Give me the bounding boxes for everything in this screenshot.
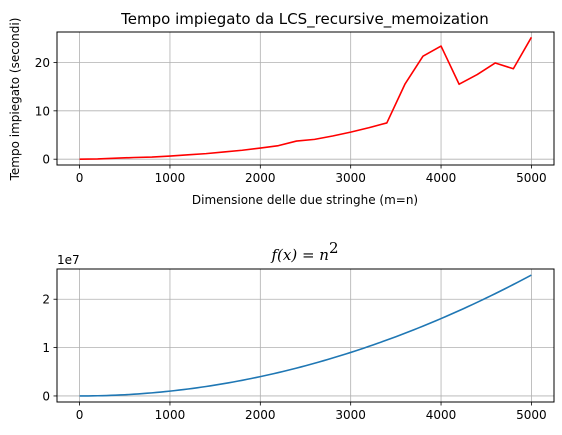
grid — [57, 269, 554, 402]
x-tick-label: 5000 — [516, 171, 547, 185]
ticks: 0 1000 2000 3000 4000 5000 0 10 20 — [35, 56, 547, 185]
x-tick-label: 1000 — [155, 171, 186, 185]
chart-title: f(x) = n2 — [270, 239, 338, 264]
y-tick-label: 2 — [42, 293, 50, 307]
series-line — [79, 274, 532, 397]
y-axis-label: Tempo impiegato (secondi) — [8, 18, 22, 182]
x-tick-label: 0 — [76, 171, 84, 185]
x-tick-label: 2000 — [245, 171, 276, 185]
y-tick-label: 0 — [42, 389, 50, 403]
y-offset-text: 1e7 — [57, 253, 80, 267]
x-tick-label: 4000 — [426, 171, 457, 185]
y-tick-label: 1 — [42, 341, 50, 355]
x-tick-label: 3000 — [335, 408, 366, 422]
y-tick-label: 10 — [35, 104, 50, 118]
ticks: 0 1000 2000 3000 4000 5000 0 1 2 — [42, 293, 546, 422]
x-axis-label: Dimensione delle due stringhe (m=n) — [192, 193, 418, 207]
series-lines — [79, 36, 533, 160]
plot-frame — [56, 31, 555, 166]
x-tick-label: 0 — [76, 408, 84, 422]
chart-function: 0 1000 2000 3000 4000 5000 0 1 2 f(x) = n2 1e7 — [42, 239, 555, 422]
y-tick-label: 0 — [42, 153, 50, 167]
title-superscript: 2 — [329, 239, 339, 257]
x-tick-label: 2000 — [245, 408, 276, 422]
plot-frame — [56, 268, 555, 403]
grid — [57, 32, 554, 165]
series-line — [79, 36, 533, 160]
x-tick-label: 4000 — [426, 408, 457, 422]
series-lines — [79, 274, 532, 397]
chart-title: Tempo impiegato da LCS_recursive_memoiza… — [120, 10, 489, 29]
chart-time: 0 1000 2000 3000 4000 5000 0 10 20 Tempo impiega… — [8, 10, 555, 207]
x-tick-label: 5000 — [516, 408, 547, 422]
y-tick-label: 20 — [35, 56, 50, 70]
x-tick-label: 3000 — [335, 171, 366, 185]
x-tick-label: 1000 — [155, 408, 186, 422]
